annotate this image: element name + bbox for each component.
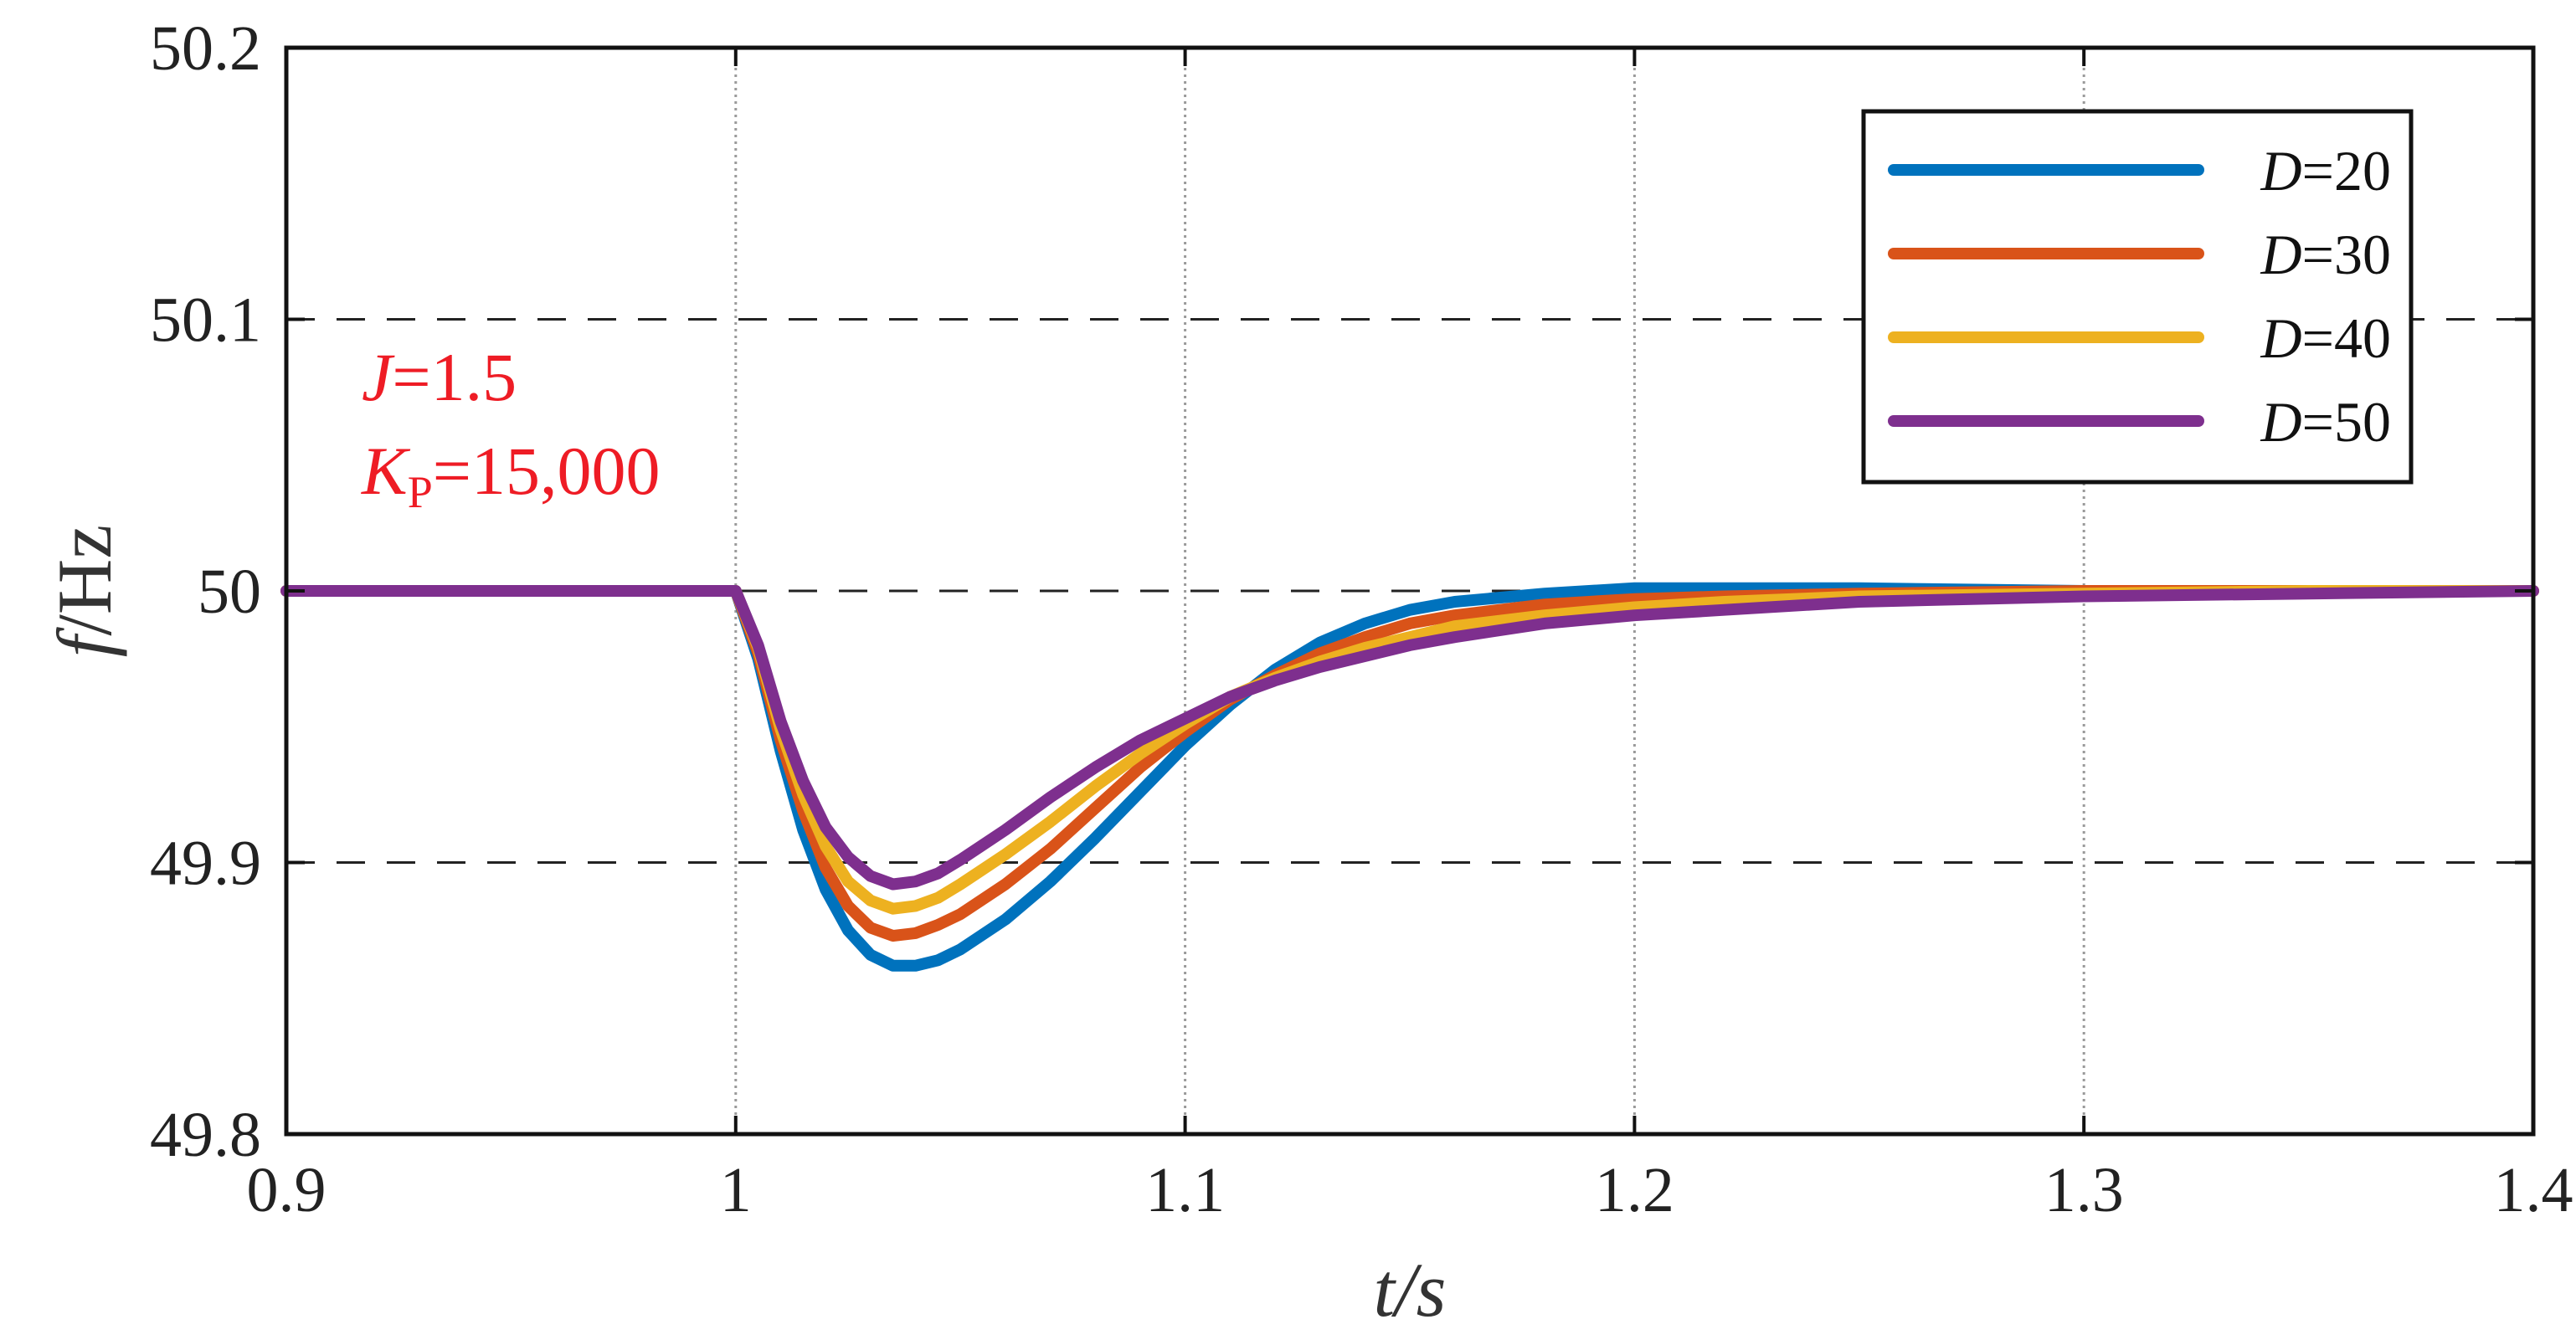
- axis-ticks: 0.9 1 1.1 1.2 1.3 1.4 49.8 49.9 50 50.1 50.2: [150, 13, 2573, 1225]
- y-axis-label: f/Hz: [42, 525, 127, 657]
- series-line: [280, 585, 2539, 915]
- x-axis-label-unit: s: [1417, 1247, 1447, 1332]
- x-axis-label: t/s: [1374, 1247, 1447, 1332]
- x-tick-label: 1.4: [2494, 1155, 2573, 1225]
- annotation-j-value: J=1.5: [362, 339, 517, 415]
- legend-label-var: D: [2260, 139, 2302, 203]
- legend-entry: D=20: [1888, 139, 2391, 203]
- legend-label: D=30: [2260, 223, 2391, 286]
- legend-label-value: =40: [2302, 306, 2391, 370]
- x-axis-label-var: t: [1374, 1247, 1397, 1332]
- legend-entry: D=40: [1888, 306, 2391, 370]
- y-tick-label: 50.2: [150, 13, 261, 84]
- parameter-annotation: J=1.5 KP=15,000: [361, 339, 661, 517]
- legend-label: D=20: [2260, 139, 2391, 203]
- series-line: [280, 585, 2539, 891]
- annotation-k-symbol: K: [361, 433, 411, 509]
- legend-label: D=50: [2260, 390, 2391, 454]
- annotation-j-rest: =1.5: [392, 339, 517, 415]
- annotation-k-rest: =15,000: [433, 433, 661, 509]
- x-tick-label: 1.1: [1145, 1155, 1225, 1225]
- legend: D=20D=30D=40D=50: [1861, 109, 2414, 485]
- x-tick-label: 1.2: [1595, 1155, 1674, 1225]
- y-tick-label: 49.8: [150, 1100, 261, 1170]
- legend-label-value: =30: [2302, 223, 2391, 286]
- legend-entry: D=30: [1888, 223, 2391, 286]
- annotation-j-symbol: J: [362, 339, 395, 415]
- legend-label-var: D: [2260, 223, 2302, 286]
- y-axis-label-unit: Hz: [42, 525, 127, 614]
- legend-label-value: =50: [2302, 390, 2391, 454]
- annotation-kp-value: KP=15,000: [361, 433, 661, 517]
- annotation-k-subscript: P: [408, 467, 433, 517]
- legend-entries: D=20D=30D=40D=50: [1888, 139, 2391, 454]
- x-tick-label: 0.9: [247, 1155, 326, 1225]
- series-line: [280, 582, 2539, 972]
- legend-entry: D=50: [1888, 390, 2391, 454]
- series-lines: [280, 582, 2539, 972]
- legend-label-var: D: [2260, 390, 2302, 454]
- y-tick-label: 50: [198, 557, 261, 627]
- legend-label: D=40: [2260, 306, 2391, 370]
- y-tick-label: 49.9: [150, 829, 261, 899]
- x-tick-label: 1: [720, 1155, 752, 1225]
- y-axis-label-sep: /: [42, 614, 127, 636]
- x-tick-label: 1.3: [2044, 1155, 2124, 1225]
- series-line: [280, 585, 2539, 942]
- y-tick-label: 50.1: [150, 285, 261, 356]
- legend-label-value: =20: [2302, 139, 2391, 203]
- legend-label-var: D: [2260, 306, 2302, 370]
